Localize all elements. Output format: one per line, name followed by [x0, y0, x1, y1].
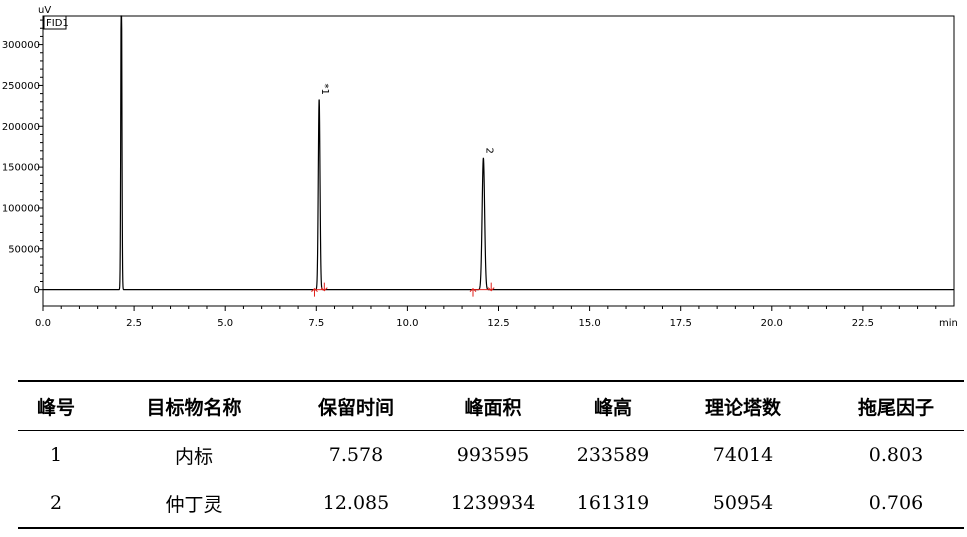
y-tick-label: 300000	[2, 40, 40, 51]
cell-compound-name: 仲丁灵	[94, 479, 294, 529]
x-tick-label: 22.5	[852, 318, 874, 329]
legend-label: FID1	[46, 18, 69, 29]
x-axis-ticks: 0.0 2.5 5.0 7.5 10.0 12.5 15.0 17.5 20.0 22.5	[35, 306, 937, 329]
header-tailing-factor: 拖尾因子	[828, 380, 964, 431]
x-tick-label: 10.0	[396, 318, 418, 329]
plot-frame	[42, 15, 955, 307]
signal-trace: *1 2	[43, 15, 954, 291]
integration-start-marker	[311, 287, 318, 297]
x-tick-label: 20.0	[761, 318, 783, 329]
cell-peak-no: 2	[18, 479, 94, 529]
x-tick-label: 15.0	[578, 318, 600, 329]
cell-tailing-factor: 0.706	[828, 479, 964, 529]
signal-line	[43, 15, 954, 291]
y-tick-label: 250000	[2, 81, 40, 92]
peak-label: *1	[319, 83, 330, 94]
table-row: 2 仲丁灵 12.085 1239934 161319 50954 0.706	[18, 479, 964, 529]
header-compound-name: 目标物名称	[94, 380, 294, 431]
cell-peak-area: 1239934	[418, 479, 568, 529]
header-peak-area: 峰面积	[418, 380, 568, 431]
integration-start-marker	[469, 287, 477, 297]
legend-box	[43, 15, 67, 30]
cell-compound-name: 内标	[174, 445, 213, 468]
x-tick-label: 7.5	[308, 318, 324, 329]
peak-label: 2	[483, 148, 494, 154]
x-tick-label: 0.0	[35, 318, 51, 329]
integration-end-marker	[487, 282, 495, 292]
x-tick-label: 12.5	[487, 318, 509, 329]
cell-retention-time: 7.578	[328, 444, 384, 466]
y-tick-label: 200000	[2, 122, 40, 133]
table-header-row: 峰号 目标物名称 保留时间 峰面积 峰高 理论塔数 拖尾因子	[18, 380, 964, 431]
cell-theoretical-plates: 74014	[712, 444, 774, 466]
x-tick-label: 17.5	[670, 318, 692, 329]
x-tick-label: 2.5	[126, 318, 142, 329]
cell-peak-area: 993595	[456, 444, 530, 466]
table-row: 1 内标 7.578 993595 233589 74014 0.803	[18, 431, 964, 480]
y-tick-label: 0	[34, 285, 40, 296]
y-tick-label: 100000	[2, 203, 40, 214]
header-peak-height: 峰高	[568, 380, 658, 431]
cell-tailing-factor: 0.803	[868, 444, 924, 466]
cell-retention-time: 12.085	[294, 479, 418, 529]
cell-peak-no: 1	[49, 444, 63, 466]
y-axis-ticks: 0 50000 100000 150000 200000 250000 300000	[2, 19, 43, 296]
header-peak-no: 峰号	[18, 380, 94, 431]
cell-peak-height: 161319	[568, 479, 658, 529]
y-tick-label: 50000	[8, 244, 40, 255]
integration-end-marker	[320, 282, 328, 292]
x-axis-unit-label: min	[939, 318, 958, 329]
header-theoretical-plates: 理论塔数	[658, 380, 828, 431]
x-tick-label: 5.0	[217, 318, 233, 329]
y-axis-unit-label: uV	[38, 5, 51, 16]
integration-markers	[311, 282, 495, 297]
cell-peak-height: 233589	[576, 444, 650, 466]
y-tick-label: 150000	[2, 163, 40, 174]
cell-theoretical-plates: 50954	[658, 479, 828, 529]
chromatogram-chart: uV FID1 min 0.0 2.5 5.0 7.5 10.0 12.5 15.0 17.5…	[2, 5, 958, 329]
header-retention-time: 保留时间	[294, 380, 418, 431]
peak-results-table: 峰号 目标物名称 保留时间 峰面积 峰高 理论塔数 拖尾因子 1 内标 7.57…	[18, 380, 964, 529]
